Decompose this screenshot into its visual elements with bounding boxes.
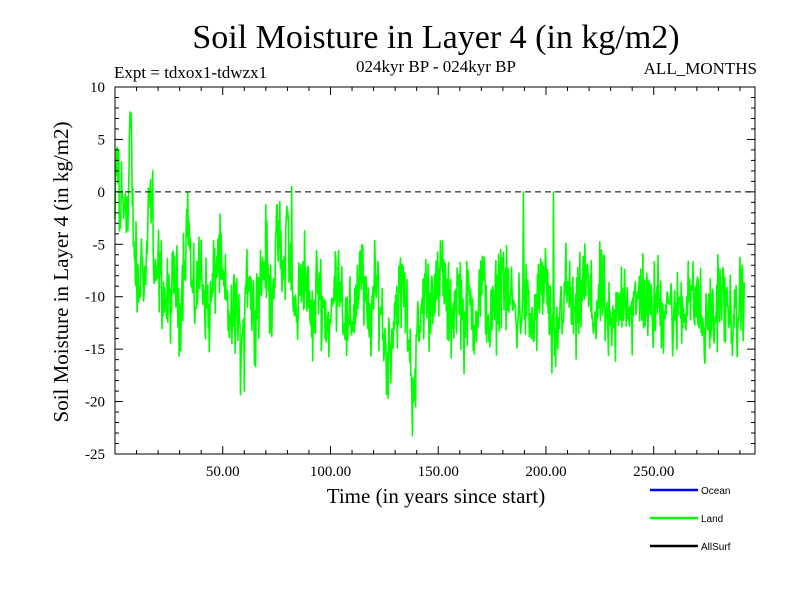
y-tick-label: 10 bbox=[90, 80, 105, 96]
y-tick-label: -10 bbox=[85, 290, 105, 306]
x-tick-label: 150.00 bbox=[418, 464, 459, 480]
legend-label-land: Land bbox=[701, 514, 723, 525]
y-tick-label: -25 bbox=[85, 447, 105, 463]
chart-title: Soil Moisture in Layer 4 (in kg/m2) bbox=[192, 19, 679, 56]
x-axis-label: Time (in years since start) bbox=[327, 484, 546, 508]
axes: 10 5 0 -5 -10 -15 -20 -25 50.00 100.00 150.00 200.0… bbox=[85, 80, 756, 480]
y-tick-label: -20 bbox=[85, 395, 105, 411]
y-tick-label: 0 bbox=[98, 185, 106, 201]
chart-experiment: Expt = tdxox1-tdwzx1 bbox=[114, 63, 267, 82]
x-tick-label: 50.00 bbox=[206, 464, 240, 480]
y-tick-label: -15 bbox=[85, 342, 105, 358]
legend: Ocean Land AllSurf bbox=[650, 486, 731, 553]
chart-period: ALL_MONTHS bbox=[644, 59, 757, 78]
legend-label-ocean: Ocean bbox=[701, 486, 730, 497]
chart-subtitle: 024kyr BP - 024kyr BP bbox=[356, 57, 516, 76]
y-tick-label: 5 bbox=[98, 132, 106, 148]
x-tick-label: 200.00 bbox=[525, 464, 566, 480]
x-tick-label: 100.00 bbox=[310, 464, 351, 480]
legend-label-allsurf: AllSurf bbox=[701, 542, 731, 553]
x-tick-label: 250.00 bbox=[633, 464, 674, 480]
plot-frame bbox=[114, 86, 756, 455]
series-line-land bbox=[114, 111, 745, 437]
y-axis-label: Soil Moisture in Layer 4 (in kg/m2) bbox=[49, 122, 73, 423]
plot-area bbox=[114, 111, 755, 437]
y-tick-label: -5 bbox=[93, 237, 106, 253]
